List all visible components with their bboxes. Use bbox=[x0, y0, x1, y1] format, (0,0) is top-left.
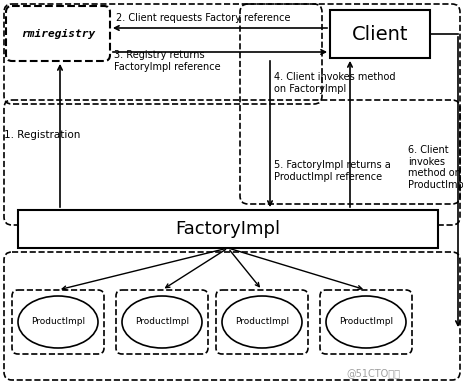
Text: 1. Registration: 1. Registration bbox=[4, 130, 80, 141]
Ellipse shape bbox=[18, 296, 98, 348]
Text: Client: Client bbox=[351, 24, 407, 44]
Text: ProductImpl: ProductImpl bbox=[234, 318, 288, 327]
Text: 3. Registry returns
FactoryImpl reference: 3. Registry returns FactoryImpl referenc… bbox=[114, 50, 220, 71]
Text: FactoryImpl: FactoryImpl bbox=[175, 220, 280, 238]
Text: ProductImpl: ProductImpl bbox=[338, 318, 392, 327]
Text: rmiregistry: rmiregistry bbox=[21, 29, 95, 39]
Text: ProductImpl: ProductImpl bbox=[31, 318, 85, 327]
Ellipse shape bbox=[122, 296, 201, 348]
Text: ProductImpl: ProductImpl bbox=[135, 318, 188, 327]
Text: 4. Client invokes method
on FactoryImpl: 4. Client invokes method on FactoryImpl bbox=[274, 72, 394, 93]
Text: 2. Client requests Factory reference: 2. Client requests Factory reference bbox=[116, 13, 290, 23]
Bar bbox=[18, 210, 437, 248]
Bar bbox=[329, 10, 429, 58]
Text: @51CTO博客: @51CTO博客 bbox=[345, 368, 399, 378]
Text: 6. Client
invokes
method on
ProductImpl: 6. Client invokes method on ProductImpl bbox=[407, 145, 463, 190]
Text: 5. FactoryImpl returns a
ProductImpl reference: 5. FactoryImpl returns a ProductImpl ref… bbox=[274, 160, 390, 181]
Ellipse shape bbox=[325, 296, 405, 348]
Ellipse shape bbox=[221, 296, 301, 348]
